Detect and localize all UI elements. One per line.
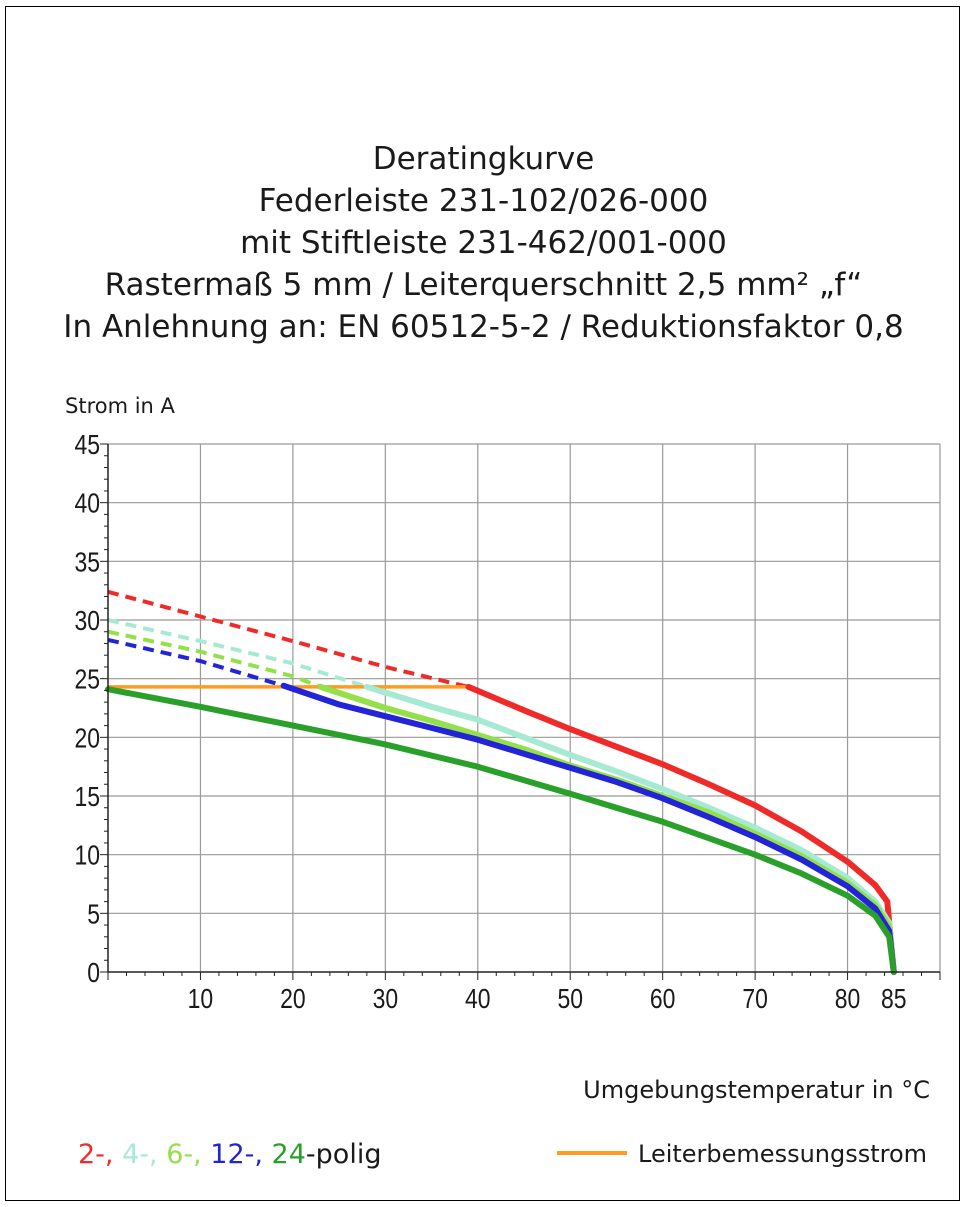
chart-title: Deratingkurve Federleiste 231-102/026-00… <box>6 138 961 348</box>
x-tick-label: 50 <box>557 984 583 1015</box>
x-tick-label: 60 <box>650 984 676 1015</box>
title-line-4: Rastermaß 5 mm / Leiterquerschnitt 2,5 m… <box>104 267 863 303</box>
series-solid-blue <box>280 682 897 975</box>
y-tick-label: 15 <box>74 782 100 813</box>
series-dashed-red <box>107 589 469 689</box>
legend-polig-label: 2-, 4-, 6-, 12-, 24-polig <box>78 1139 381 1170</box>
series-solid-red <box>465 683 897 975</box>
x-tick-label: 80 <box>835 984 861 1015</box>
x-tick-label: 40 <box>465 984 491 1015</box>
legend-polig-part: 12-, <box>202 1139 263 1170</box>
legend-polig-part: -polig <box>306 1139 382 1170</box>
legend-polig-part: 24 <box>263 1139 306 1170</box>
x-tick-label: 70 <box>742 984 768 1015</box>
series-solid-green <box>105 686 897 975</box>
y-tick-label: 5 <box>87 899 100 930</box>
title-line-1: Deratingkurve <box>372 141 595 177</box>
series-dashed-aqua <box>107 618 368 689</box>
title-line-5: In Anlehnung an: EN 60512-5-2 / Reduktio… <box>63 309 904 345</box>
chart-frame <box>5 6 960 1201</box>
legend-polig-part: 2-, <box>78 1139 114 1170</box>
x-tick-label: 85 <box>881 984 907 1015</box>
y-tick-label: 35 <box>74 547 100 578</box>
y-tick-label: 40 <box>74 489 100 520</box>
title-line-2: Federleiste 231-102/026-000 <box>258 183 709 219</box>
title-line-3: mit Stiftleiste 231-462/001-000 <box>240 225 727 261</box>
legend-polig-part: 4-, <box>114 1139 158 1170</box>
series-solid-lightgreen <box>317 683 897 975</box>
y-axis-label: Strom in A <box>65 394 176 418</box>
series-dashed-blue <box>107 637 285 688</box>
legend-polig-part: 6-, <box>158 1139 202 1170</box>
x-tick-label: 10 <box>188 984 214 1015</box>
x-axis-label: Umgebungstemperatur in °C <box>583 1076 930 1104</box>
y-tick-label: 0 <box>87 958 100 989</box>
x-tick-label: 20 <box>280 984 306 1015</box>
series-lines <box>105 589 897 975</box>
y-tick-label: 45 <box>74 430 100 461</box>
legend-rated-current-label: Leiterbemessungsstrom <box>638 1140 927 1168</box>
x-tick-label: 30 <box>373 984 399 1015</box>
y-tick-label: 30 <box>74 606 100 637</box>
y-tick-label: 20 <box>74 723 100 754</box>
axes: 0 5 10 15 20 25 30 35 40 45 10 20 30 40 50 60 70 80 85 <box>74 430 941 1015</box>
series-dashed-lightgreen <box>107 629 322 689</box>
y-tick-label: 10 <box>74 841 100 872</box>
y-tick-label: 25 <box>74 665 100 696</box>
legend: 2-, 4-, 6-, 12-, 24-polig Leiterbemessun… <box>78 1139 927 1170</box>
